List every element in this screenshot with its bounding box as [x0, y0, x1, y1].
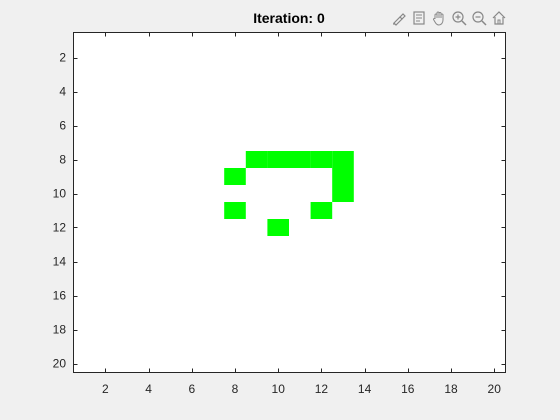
live-cell [332, 185, 354, 202]
zoom-in-icon[interactable] [450, 9, 468, 27]
datatip-icon[interactable] [410, 9, 428, 27]
live-cell [310, 151, 333, 168]
x-tick-label: 8 [232, 382, 239, 396]
axes-box [73, 32, 506, 373]
axes-background [73, 32, 505, 372]
live-cell [224, 202, 246, 219]
y-tick-label: 18 [53, 323, 67, 337]
home-icon[interactable] [490, 9, 508, 27]
live-cell [310, 202, 333, 219]
y-tick-label: 2 [59, 51, 66, 65]
pan-hand-icon[interactable] [430, 9, 448, 27]
y-tick-label: 8 [59, 153, 66, 167]
live-cell [289, 151, 311, 168]
ticks-layer: 2 4 6 8 10 12 14 16 18 20 2 4 6 8 10 12 14 16 18 20 [53, 32, 506, 396]
live-cell [332, 151, 354, 168]
y-tick-label: 6 [59, 119, 66, 133]
y-tick-label: 10 [53, 187, 67, 201]
x-tick-label: 4 [145, 382, 152, 396]
x-tick-label: 10 [272, 382, 286, 396]
x-tick-label: 6 [188, 382, 195, 396]
x-tick-label: 16 [401, 382, 415, 396]
live-cell [267, 151, 289, 168]
y-tick-label: 4 [59, 85, 66, 99]
live-cell [224, 168, 246, 185]
x-tick-label: 20 [488, 382, 502, 396]
live-cell [245, 151, 268, 168]
y-tick-label: 20 [53, 357, 67, 371]
plot-title: Iteration: 0 [253, 10, 325, 26]
y-tick-label: 12 [53, 221, 67, 235]
axes-toolbar [390, 9, 508, 27]
y-tick-label: 16 [53, 289, 67, 303]
x-tick-label: 12 [315, 382, 329, 396]
x-tick-label: 14 [358, 382, 372, 396]
x-tick-label: 2 [102, 382, 109, 396]
y-tick-label: 14 [53, 255, 67, 269]
cells-layer [224, 151, 354, 236]
brush-icon[interactable] [390, 9, 408, 27]
zoom-out-icon[interactable] [470, 9, 488, 27]
live-cell [267, 219, 289, 236]
live-cell [332, 168, 354, 185]
x-tick-label: 18 [444, 382, 458, 396]
